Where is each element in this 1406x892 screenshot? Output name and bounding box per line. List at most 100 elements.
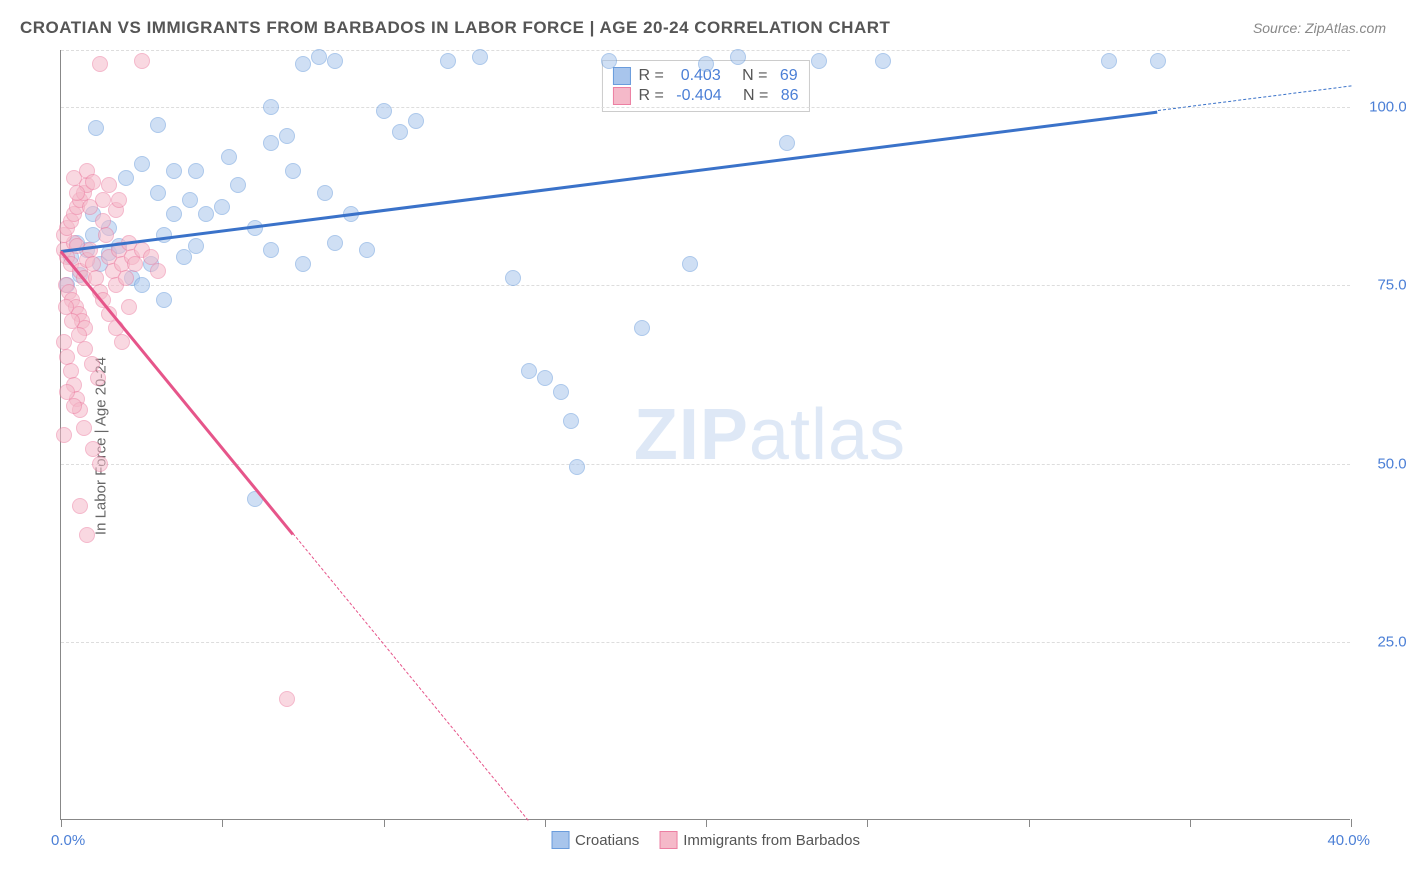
scatter-point (563, 413, 579, 429)
y-tick-label: 100.0% (1360, 99, 1406, 116)
stats-row: R = -0.404 N = 86 (612, 87, 798, 105)
x-tick (1029, 819, 1030, 827)
x-tick (384, 819, 385, 827)
scatter-point (634, 320, 650, 336)
stats-r-value: -0.404 (672, 87, 722, 105)
scatter-point (150, 117, 166, 133)
scatter-point (92, 56, 108, 72)
scatter-point (472, 49, 488, 65)
scatter-point (327, 235, 343, 251)
scatter-point (118, 270, 134, 286)
title-bar: CROATIAN VS IMMIGRANTS FROM BARBADOS IN … (20, 18, 1386, 38)
legend-item: Croatians (551, 831, 639, 849)
y-tick-label: 25.0% (1360, 633, 1406, 650)
x-axis-max-label: 40.0% (1327, 832, 1370, 849)
scatter-point (56, 427, 72, 443)
stats-r-label: R = (638, 67, 663, 85)
scatter-point (85, 174, 101, 190)
x-tick (867, 819, 868, 827)
scatter-point (156, 292, 172, 308)
gridline (61, 285, 1350, 286)
trend-line (61, 110, 1158, 252)
scatter-point (198, 206, 214, 222)
scatter-point (150, 263, 166, 279)
stats-n-value: 69 (775, 67, 797, 85)
stats-n-label: N = (730, 87, 769, 105)
gridline (61, 50, 1350, 51)
scatter-point (537, 370, 553, 386)
scatter-point (111, 192, 127, 208)
scatter-point (263, 135, 279, 151)
chart-container: CROATIAN VS IMMIGRANTS FROM BARBADOS IN … (0, 0, 1406, 892)
scatter-point (69, 185, 85, 201)
scatter-point (72, 498, 88, 514)
scatter-point (134, 156, 150, 172)
legend-swatch (612, 87, 630, 105)
stats-n-label: N = (729, 67, 768, 85)
scatter-point (279, 691, 295, 707)
scatter-point (682, 256, 698, 272)
legend: Croatians Immigrants from Barbados (551, 831, 860, 849)
scatter-point (150, 185, 166, 201)
trend-line-extrapolated (293, 533, 529, 821)
scatter-point (182, 192, 198, 208)
x-tick (61, 819, 62, 827)
scatter-point (230, 177, 246, 193)
scatter-point (176, 249, 192, 265)
scatter-point (114, 334, 130, 350)
scatter-point (90, 370, 106, 386)
scatter-point (295, 256, 311, 272)
scatter-point (317, 185, 333, 201)
scatter-point (811, 53, 827, 69)
scatter-point (295, 56, 311, 72)
scatter-point (98, 227, 114, 243)
scatter-point (359, 242, 375, 258)
legend-swatch (612, 67, 630, 85)
scatter-point (166, 163, 182, 179)
scatter-point (392, 124, 408, 140)
scatter-point (730, 49, 746, 65)
scatter-point (88, 120, 104, 136)
y-tick-label: 75.0% (1360, 277, 1406, 294)
plot-area: ZIPatlas R = 0.403 N = 69 R = -0.404 N = … (60, 50, 1350, 820)
chart-title: CROATIAN VS IMMIGRANTS FROM BARBADOS IN … (20, 18, 890, 38)
scatter-point (408, 113, 424, 129)
watermark-bold: ZIP (634, 395, 749, 475)
legend-item: Immigrants from Barbados (659, 831, 860, 849)
scatter-point (127, 256, 143, 272)
scatter-point (188, 163, 204, 179)
scatter-point (1101, 53, 1117, 69)
scatter-point (285, 163, 301, 179)
gridline (61, 107, 1350, 108)
scatter-point (134, 277, 150, 293)
gridline (61, 464, 1350, 465)
y-tick-label: 50.0% (1360, 455, 1406, 472)
scatter-point (505, 270, 521, 286)
scatter-point (440, 53, 456, 69)
x-tick (706, 819, 707, 827)
scatter-point (327, 53, 343, 69)
watermark-light: atlas (749, 395, 906, 475)
stats-r-value: 0.403 (672, 67, 721, 85)
scatter-point (214, 199, 230, 215)
scatter-point (92, 456, 108, 472)
scatter-point (263, 99, 279, 115)
legend-swatch (551, 831, 569, 849)
legend-swatch (659, 831, 677, 849)
scatter-point (569, 459, 585, 475)
scatter-point (311, 49, 327, 65)
legend-label: Immigrants from Barbados (683, 832, 860, 849)
source-label: Source: ZipAtlas.com (1253, 20, 1386, 36)
x-tick (545, 819, 546, 827)
scatter-point (875, 53, 891, 69)
scatter-point (121, 299, 137, 315)
x-axis-min-label: 0.0% (51, 832, 85, 849)
scatter-point (521, 363, 537, 379)
scatter-point (779, 135, 795, 151)
scatter-point (263, 242, 279, 258)
scatter-point (279, 128, 295, 144)
scatter-point (376, 103, 392, 119)
trend-line (60, 250, 294, 535)
scatter-point (76, 420, 92, 436)
x-tick (1351, 819, 1352, 827)
